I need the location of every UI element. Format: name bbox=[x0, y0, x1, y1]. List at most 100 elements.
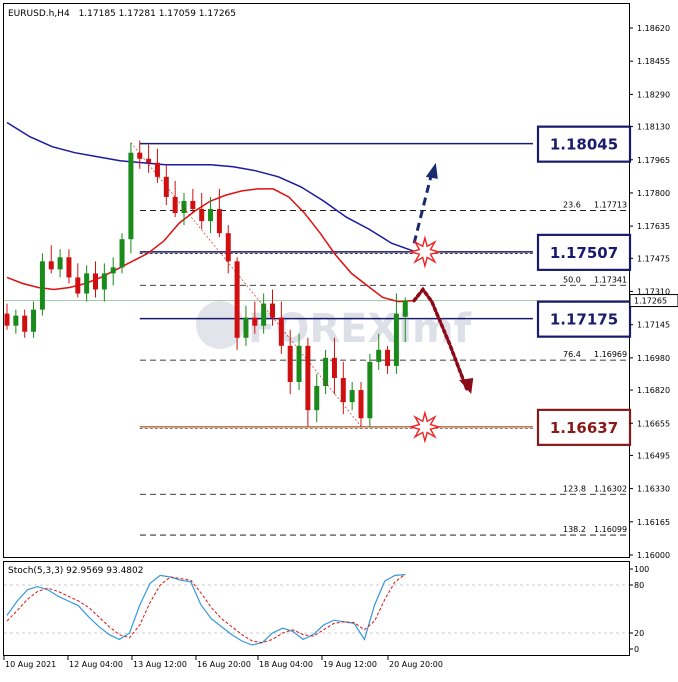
time-tick-label: 19 Aug 12:00 bbox=[323, 660, 377, 669]
candle-body bbox=[349, 390, 355, 403]
candle-body bbox=[367, 361, 373, 419]
candle-body bbox=[234, 261, 240, 338]
level-label: 1.18045 bbox=[550, 136, 618, 154]
candle-body bbox=[57, 257, 63, 270]
candle-body bbox=[163, 176, 169, 197]
watermark-text: FOREXimf bbox=[248, 306, 472, 352]
stoch-tick-label: 100 bbox=[634, 565, 649, 574]
candle-body bbox=[305, 345, 311, 411]
price-tick-label: 1.17635 bbox=[637, 222, 670, 231]
up-arrow-head bbox=[425, 162, 438, 179]
level-box bbox=[536, 125, 632, 163]
price-tick-label: 1.17310 bbox=[637, 288, 670, 297]
price-tick-label: 1.17965 bbox=[637, 156, 670, 165]
level-label: 1.17175 bbox=[550, 311, 618, 329]
current-price-label: 1.17265 bbox=[634, 297, 667, 306]
level-box bbox=[536, 408, 632, 446]
candle-body bbox=[243, 317, 249, 338]
time-tick-label: 16 Aug 20:00 bbox=[197, 660, 251, 669]
fib-ratio-label: 138.2 bbox=[563, 525, 586, 534]
candle-body bbox=[402, 300, 408, 317]
candle-body bbox=[393, 313, 399, 366]
resistance-burst-marker bbox=[408, 235, 442, 269]
stoch-label: Stoch(5,3,3) 92.9569 93.4802 bbox=[8, 566, 143, 576]
trend-line bbox=[130, 142, 362, 427]
candle-body bbox=[110, 267, 116, 274]
main-plot-frame bbox=[3, 3, 630, 558]
candle-body bbox=[137, 152, 143, 159]
price-tick-label: 1.18455 bbox=[637, 57, 670, 66]
fibonacci-levels: 23.6 1.17713 50.0 1.17341 76.4 1.16969 123.8 1.… bbox=[140, 200, 629, 536]
stoch-tick-label: 80 bbox=[634, 581, 644, 590]
price-axis: 1.18620 1.18455 1.18290 1.18130 1.17965 1.178… bbox=[629, 24, 678, 560]
candle-body bbox=[66, 257, 72, 278]
candle-body bbox=[385, 349, 391, 366]
stochastic-indicator: 100 80 20 0 bbox=[4, 565, 649, 654]
level-box bbox=[536, 300, 632, 338]
fib-price-label: 1.16099 bbox=[594, 525, 627, 534]
candle-body bbox=[22, 315, 28, 332]
candle-body bbox=[270, 303, 275, 318]
candle-body bbox=[48, 261, 54, 270]
candle-body bbox=[84, 273, 90, 294]
price-tick-label: 1.16980 bbox=[637, 354, 670, 363]
price-tick-label: 1.17475 bbox=[637, 254, 670, 263]
watermark: FOREXimf bbox=[196, 301, 472, 352]
price-tick-label: 1.16820 bbox=[637, 386, 670, 395]
ma-slow-line bbox=[6, 121, 415, 253]
fib-ratio-label: 23.6 bbox=[563, 200, 581, 209]
stoch-tick-label: 20 bbox=[634, 629, 644, 638]
candle-body bbox=[13, 315, 19, 326]
candle-body bbox=[39, 261, 45, 310]
stoch-main-line bbox=[6, 574, 406, 646]
fib-price-label: 1.16302 bbox=[594, 484, 627, 493]
price-tick-label: 1.18130 bbox=[637, 123, 670, 132]
price-tick-label: 1.16495 bbox=[637, 451, 670, 460]
fib-ratio-label: 76.4 bbox=[563, 350, 581, 359]
candle-body bbox=[340, 377, 346, 403]
down-arrow-head bbox=[459, 378, 474, 395]
price-tick-label: 1.16655 bbox=[637, 419, 670, 428]
candle-body bbox=[190, 200, 196, 210]
time-tick-label: 12 Aug 04:00 bbox=[69, 660, 123, 669]
time-tick-label: 13 Aug 12:00 bbox=[133, 660, 187, 669]
price-tick-label: 1.18290 bbox=[637, 90, 670, 99]
symbol: EURUSD.h,H4 bbox=[8, 9, 70, 19]
watermark-logo bbox=[196, 301, 244, 349]
candle-body bbox=[323, 357, 329, 387]
time-axis: 10 Aug 2021 12 Aug 04:00 13 Aug 12:00 16 Au… bbox=[3, 656, 443, 669]
down-projection-path bbox=[412, 286, 469, 392]
price-tick-label: 1.16000 bbox=[637, 551, 670, 560]
fib-price-label: 1.16969 bbox=[594, 350, 627, 359]
candle-body bbox=[119, 239, 125, 268]
projections bbox=[408, 162, 474, 444]
candle-body bbox=[172, 196, 178, 214]
candle-body bbox=[216, 209, 222, 234]
key-levels: 1.18045 1.17507 1.17175 1.16637 bbox=[139, 125, 632, 446]
time-tick-label: 20 Aug 20:00 bbox=[389, 660, 443, 669]
price-tick-label: 1.16165 bbox=[637, 518, 670, 527]
candle-body bbox=[199, 209, 205, 222]
candle-body bbox=[296, 345, 302, 383]
stoch-tick-label: 0 bbox=[634, 645, 639, 654]
stoch-signal-line bbox=[6, 573, 406, 644]
candle-body bbox=[31, 309, 37, 332]
candle-body bbox=[181, 200, 187, 214]
candle-body bbox=[252, 317, 258, 326]
level-label: 1.17507 bbox=[550, 244, 618, 262]
candle-body bbox=[128, 152, 134, 240]
fib-ratio-label: 50.0 bbox=[563, 275, 581, 284]
candle-body bbox=[287, 345, 293, 383]
chart-symbol-label: EURUSD.h,H4 1.17185 1.17281 1.17059 1.17… bbox=[8, 9, 236, 19]
level-box bbox=[536, 233, 632, 271]
current-price-box bbox=[629, 294, 678, 308]
candle-body bbox=[154, 162, 160, 177]
candle-body bbox=[314, 386, 320, 411]
candles bbox=[4, 140, 408, 427]
price-tick-label: 1.17800 bbox=[637, 189, 670, 198]
time-tick-label: 10 Aug 2021 bbox=[5, 660, 56, 669]
support-burst-marker bbox=[408, 410, 442, 444]
candle-body bbox=[146, 158, 152, 163]
fib-price-label: 1.17341 bbox=[594, 275, 627, 284]
